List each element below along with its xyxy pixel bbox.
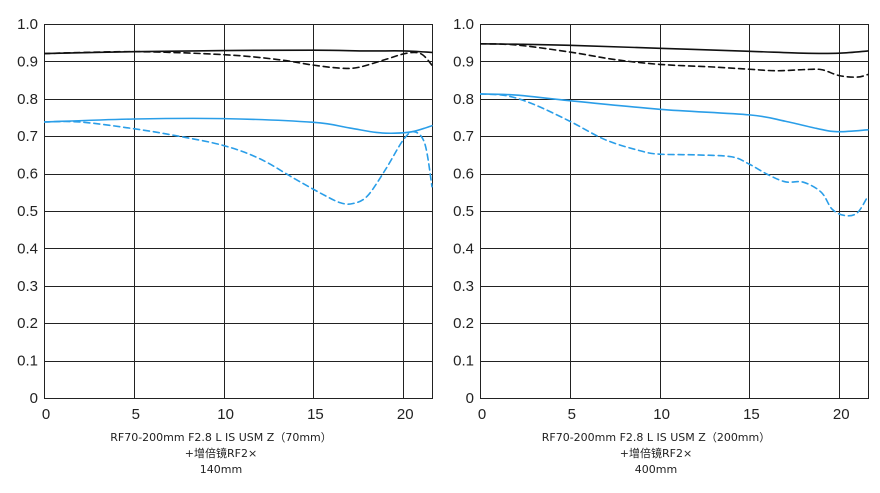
chart-caption-line: RF70-200mm F2.8 L IS USM Z（200mm） — [542, 431, 771, 444]
y-tick-label: 0.3 — [453, 278, 474, 295]
x-tick-label: 20 — [833, 406, 850, 423]
chart-caption-line: +增倍镜RF2× — [185, 446, 257, 460]
y-tick-label: 0 — [30, 390, 38, 407]
y-tick-label: 0.6 — [17, 166, 38, 183]
x-tick-label: 10 — [653, 406, 670, 423]
x-tick-label: 10 — [217, 406, 234, 423]
y-tick-label: 0.3 — [17, 278, 38, 295]
y-tick-label: 0.8 — [453, 91, 474, 108]
mtf-chart-140mm: 0 0.1 0.2 0.3 0.4 0.5 0.6 0.7 0.8 0.9 1.0 0 5 10 15 20 R… — [17, 16, 433, 476]
y-tick-label: 1.0 — [17, 16, 38, 33]
chart-caption-line: 400mm — [635, 463, 677, 476]
x-tick-label: 15 — [307, 406, 324, 423]
x-tick-label: 0 — [478, 406, 486, 423]
chart-caption-line: +增倍镜RF2× — [620, 446, 692, 460]
y-tick-label: 0.5 — [453, 203, 474, 220]
y-tick-label: 0 — [466, 390, 474, 407]
mtf-curve-blue-solid — [44, 117, 433, 135]
mtf-curve-blue-dashed — [480, 93, 869, 217]
y-tick-label: 0.2 — [453, 315, 474, 332]
plot-frame — [480, 24, 869, 399]
y-tick-label: 0.1 — [453, 353, 474, 370]
plot-frame — [44, 24, 433, 399]
y-tick-label: 1.0 — [453, 16, 474, 33]
chart-caption-line: 140mm — [200, 463, 242, 476]
y-tick-label: 0.4 — [17, 240, 38, 257]
y-tick-label: 0.1 — [17, 353, 38, 370]
y-tick-label: 0.4 — [453, 240, 474, 257]
mtf-curve-blue-solid — [480, 93, 869, 133]
mtf-curve-black-solid — [44, 49, 433, 55]
y-tick-label: 0.9 — [453, 53, 474, 70]
y-tick-label: 0.6 — [453, 166, 474, 183]
y-tick-label: 0.8 — [17, 91, 38, 108]
y-tick-label: 0.5 — [17, 203, 38, 220]
x-tick-label: 15 — [743, 406, 760, 423]
y-tick-label: 0.2 — [17, 315, 38, 332]
x-tick-label: 5 — [568, 406, 576, 423]
y-tick-label: 0.7 — [453, 128, 474, 145]
mtf-curve-blue-dashed — [44, 120, 433, 205]
mtf-curve-black-dashed — [480, 43, 869, 78]
mtf-curve-black-dashed — [44, 50, 433, 70]
mtf-curve-black-solid — [480, 43, 869, 55]
x-tick-label: 20 — [397, 406, 414, 423]
x-tick-label: 5 — [132, 406, 140, 423]
x-tick-label: 0 — [42, 406, 50, 423]
y-tick-label: 0.7 — [17, 128, 38, 145]
y-tick-label: 0.9 — [17, 53, 38, 70]
chart-caption-line: RF70-200mm F2.8 L IS USM Z（70mm） — [110, 431, 332, 444]
mtf-chart-400mm: 0 0.1 0.2 0.3 0.4 0.5 0.6 0.7 0.8 0.9 1.0 0 5 10 15 20 R… — [453, 16, 869, 476]
